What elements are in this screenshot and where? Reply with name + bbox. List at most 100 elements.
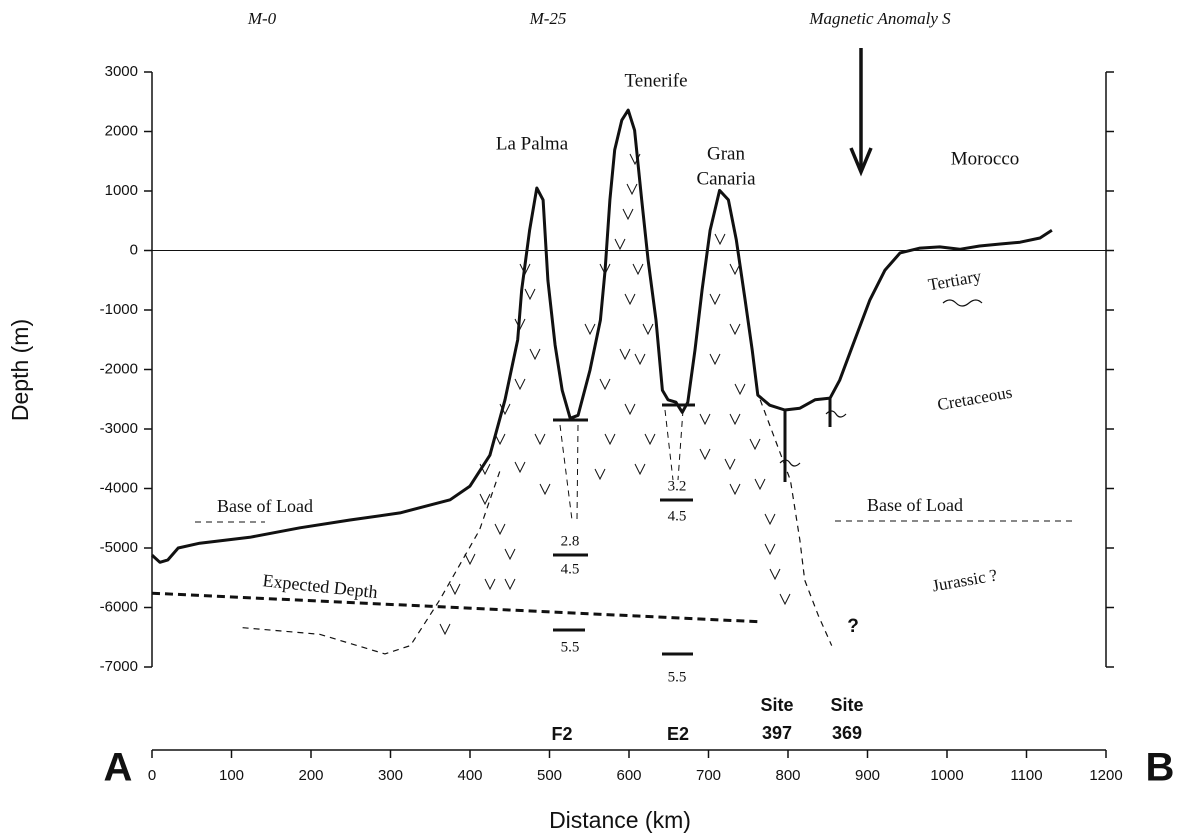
- arrow-head: [849, 147, 873, 177]
- v-symbol: [494, 433, 506, 446]
- v-symbol: [729, 413, 741, 426]
- x-tick-label: 1000: [930, 767, 963, 784]
- x-tick-label: 500: [537, 767, 562, 784]
- v-symbol: [769, 568, 781, 581]
- squiggle: [942, 299, 983, 307]
- site-number: 397: [762, 723, 792, 743]
- x-tick-label: 700: [696, 767, 721, 784]
- y-tick-label: -7000: [100, 658, 138, 675]
- annotation: F2: [551, 724, 572, 744]
- annotation: Expected Depth: [262, 570, 379, 602]
- x-axis-label: Distance (km): [549, 807, 691, 833]
- annotation: Morocco: [951, 148, 1020, 169]
- x-tick-label: 100: [219, 767, 244, 784]
- x-tick-label: 900: [855, 767, 880, 784]
- v-symbol: [709, 353, 721, 366]
- annotation: E2: [667, 724, 689, 744]
- v-symbol: [724, 458, 736, 471]
- x-tick-label: 0: [148, 767, 156, 784]
- v-symbol: [634, 463, 646, 476]
- v-symbol: [729, 483, 741, 496]
- annotation: ?: [847, 616, 859, 637]
- v-symbol: [619, 348, 631, 361]
- v-symbol: [524, 288, 536, 301]
- y-axis-label: Depth (m): [7, 319, 33, 421]
- annotation: Canaria: [696, 168, 756, 189]
- dashed-guide: [576, 424, 579, 521]
- v-symbol: [504, 578, 516, 591]
- velocity-label: 4.5: [561, 561, 580, 577]
- squiggle: [825, 410, 847, 418]
- v-symbol: [599, 378, 611, 391]
- annotation: B: [1146, 746, 1175, 790]
- v-symbol: [479, 493, 491, 506]
- v-symbol: [624, 293, 636, 306]
- site-label: Site: [760, 695, 793, 715]
- v-symbol: [632, 263, 644, 276]
- v-symbol: [626, 183, 638, 196]
- v-symbol: [534, 433, 546, 446]
- annotation: Base of Load: [867, 495, 963, 515]
- annotation: Tertiary: [927, 266, 984, 294]
- x-tick-label: 400: [457, 767, 482, 784]
- x-tick-label: 200: [298, 767, 323, 784]
- squiggle: [779, 459, 801, 467]
- series-line: [151, 591, 761, 624]
- v-symbol: [734, 383, 746, 396]
- velocity-label: 5.5: [561, 639, 580, 655]
- v-symbol: [764, 513, 776, 526]
- dashed-guide: [677, 409, 684, 481]
- y-tick-label: 1000: [105, 182, 138, 199]
- v-symbol: [779, 593, 791, 606]
- v-symbol: [539, 483, 551, 496]
- v-symbol: [514, 378, 526, 391]
- annotation: Tenerife: [624, 70, 687, 91]
- velocity-label: 5.5: [668, 669, 687, 685]
- annotation: Magnetic Anomaly S: [808, 9, 951, 28]
- y-tick-label: -5000: [100, 539, 138, 556]
- velocity-label: 4.5: [668, 508, 687, 524]
- v-symbol: [642, 323, 654, 336]
- y-tick-label: 3000: [105, 63, 138, 80]
- x-tick-label: 800: [775, 767, 800, 784]
- v-symbol: [614, 238, 626, 251]
- site-number: 369: [832, 723, 862, 743]
- y-tick-label: -2000: [100, 360, 138, 377]
- annotation: A: [104, 746, 133, 790]
- annotation: M-25: [529, 9, 567, 28]
- annotation: M-0: [247, 9, 277, 28]
- dashed-guide: [664, 409, 674, 481]
- annotation: La Palma: [496, 133, 569, 154]
- series-line: [150, 108, 1053, 564]
- v-symbol: [604, 433, 616, 446]
- annotation: Cretaceous: [936, 383, 1014, 415]
- x-tick-label: 1100: [1010, 767, 1042, 784]
- v-symbol: [464, 553, 476, 566]
- y-tick-label: 2000: [105, 122, 138, 139]
- v-symbol: [634, 353, 646, 366]
- v-symbol: [584, 323, 596, 336]
- annotation: Gran: [707, 143, 745, 164]
- y-tick-label: -6000: [100, 598, 138, 615]
- v-symbol: [622, 208, 634, 221]
- v-symbol: [529, 348, 541, 361]
- v-symbol: [764, 543, 776, 556]
- v-symbol: [644, 433, 656, 446]
- y-tick-label: 0: [130, 241, 138, 258]
- v-symbol: [449, 583, 461, 596]
- v-symbol: [729, 263, 741, 276]
- v-symbol: [714, 233, 726, 246]
- y-tick-label: -3000: [100, 420, 138, 437]
- x-tick-label: 600: [616, 767, 641, 784]
- v-symbol: [594, 468, 606, 481]
- v-symbol: [749, 438, 761, 451]
- annotation: Base of Load: [217, 496, 313, 516]
- site-label: Site: [830, 695, 863, 715]
- x-tick-label: 1200: [1089, 767, 1122, 784]
- v-symbol: [504, 548, 516, 561]
- v-symbol: [729, 323, 741, 336]
- series-line: [242, 399, 833, 655]
- v-symbol: [484, 578, 496, 591]
- v-symbol: [709, 293, 721, 306]
